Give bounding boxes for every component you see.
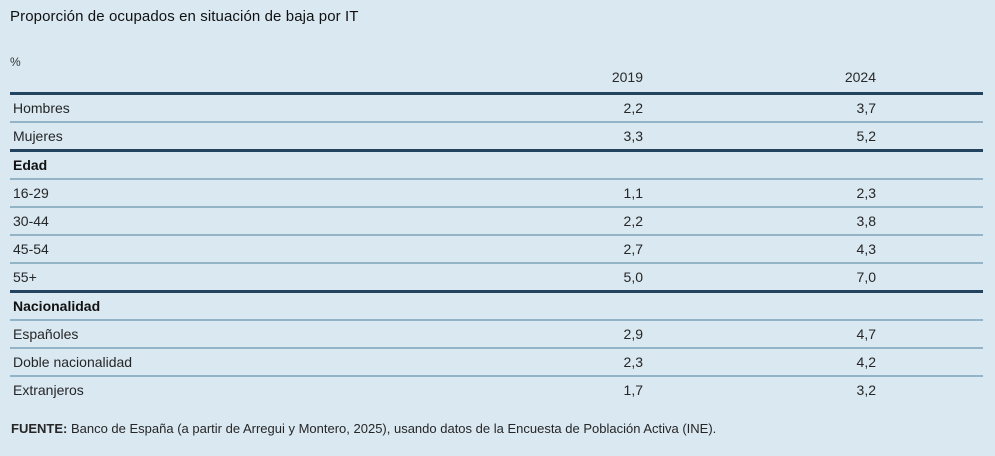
cell-2024: 3,7	[743, 93, 983, 123]
row-label: Españoles	[10, 320, 503, 349]
cell-2024: 4,2	[743, 348, 983, 377]
table-row-hombres: Hombres 2,2 3,7	[10, 93, 983, 123]
column-header-2024: 2024	[743, 54, 983, 95]
section-label: Edad	[10, 150, 503, 180]
cell-2024: 3,2	[856, 382, 876, 398]
cell-2019: 1,7	[623, 382, 643, 398]
cell-2024: 5,2	[743, 122, 983, 152]
table-row-espanoles: Españoles 2,9 4,7	[10, 320, 983, 349]
cell-2019: 2,7	[503, 235, 743, 264]
cell-2024: 4,3	[743, 235, 983, 264]
cell-2024: 7,0	[743, 263, 983, 293]
cell-empty	[743, 150, 983, 180]
table-row-mujeres: Mujeres 3,3 5,2	[10, 122, 983, 152]
cell-empty	[503, 150, 743, 180]
table-row-doble-nacionalidad: Doble nacionalidad 2,3 4,2	[10, 348, 983, 377]
source-prefix: FUENTE:	[11, 421, 68, 436]
page-title: Proporción de ocupados en situación de b…	[10, 8, 359, 25]
cell-2019: 5,0	[503, 263, 743, 293]
table-row-30-44: 30-44 2,2 3,8	[10, 207, 983, 236]
row-label: 45-54	[10, 235, 503, 264]
row-label: Extranjeros	[13, 382, 84, 398]
table-row-45-54: 45-54 2,7 4,3	[10, 235, 983, 264]
source-text: Banco de España (a partir de Arregui y M…	[67, 421, 717, 436]
section-label: Nacionalidad	[10, 291, 503, 321]
column-header-2019: 2019	[503, 54, 743, 95]
cell-2019: 3,3	[503, 122, 743, 152]
it-sick-leave-table: % 2019 2024 Hombres 2,2 3,7 Mujeres 3,3 …	[10, 54, 983, 403]
unit-label: %	[10, 54, 503, 95]
cell-2019: 2,9	[503, 320, 743, 349]
row-label: 30-44	[10, 207, 503, 236]
table-header-row: % 2019 2024	[10, 54, 983, 95]
source-note: FUENTE: Banco de España (a partir de Arr…	[11, 421, 983, 436]
row-label: Doble nacionalidad	[10, 348, 503, 377]
row-label: 55+	[10, 263, 503, 293]
cell-2019: 2,3	[503, 348, 743, 377]
cell-2019: 2,2	[503, 93, 743, 123]
table-row-55plus: 55+ 5,0 7,0	[10, 263, 983, 293]
row-label: Mujeres	[10, 122, 503, 152]
cell-2024: 3,8	[743, 207, 983, 236]
section-row-edad: Edad	[10, 150, 983, 180]
section-row-nacionalidad: Nacionalidad	[10, 291, 983, 321]
table-row-extranjeros: Extranjeros 1,7 3,2	[10, 376, 983, 403]
cell-2024: 4,7	[743, 320, 983, 349]
table-row-16-29: 16-29 1,1 2,3	[10, 179, 983, 208]
cell-2019: 2,2	[503, 207, 743, 236]
row-label: Hombres	[10, 93, 503, 123]
cell-2024: 2,3	[743, 179, 983, 208]
cell-empty	[743, 291, 983, 321]
cell-2019: 1,1	[503, 179, 743, 208]
row-label: 16-29	[10, 179, 503, 208]
cell-empty	[503, 291, 743, 321]
